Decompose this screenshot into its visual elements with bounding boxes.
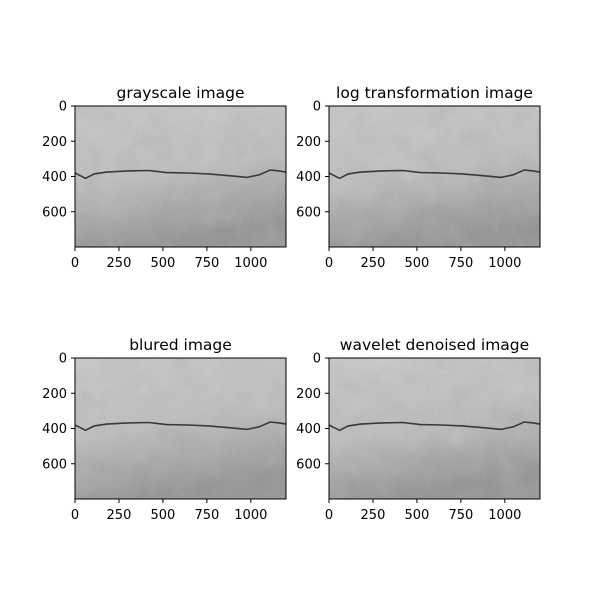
x-tick-label: 250 bbox=[107, 256, 132, 271]
x-tick-label: 1000 bbox=[234, 256, 267, 271]
y-tick-label: 400 bbox=[296, 170, 321, 185]
image-area bbox=[74, 358, 287, 499]
x-tick-label: 750 bbox=[194, 256, 219, 271]
y-tick-label: 600 bbox=[296, 205, 321, 220]
subplot-grayscale-image: grayscale image 0 250 500 750 1000 0 200 400 600 bbox=[42, 84, 287, 271]
y-tick-label: 0 bbox=[313, 100, 321, 115]
y-tick-label: 0 bbox=[59, 352, 67, 367]
y-tick-label: 400 bbox=[296, 422, 321, 437]
image-area bbox=[328, 106, 541, 247]
x-tick-label: 250 bbox=[361, 508, 386, 523]
y-tick-label: 600 bbox=[42, 205, 67, 220]
crack-line bbox=[74, 421, 287, 432]
x-tick-label: 500 bbox=[405, 508, 430, 523]
subplot-title: blured image bbox=[129, 336, 232, 354]
y-tick-label: 200 bbox=[296, 387, 321, 402]
x-tick-label: 0 bbox=[325, 256, 333, 271]
crack-line bbox=[328, 169, 541, 180]
subplot-title: log transformation image bbox=[336, 84, 533, 102]
y-tick-label: 200 bbox=[296, 135, 321, 150]
x-tick-label: 500 bbox=[151, 256, 176, 271]
y-tick-label: 200 bbox=[42, 387, 67, 402]
x-tick-label: 250 bbox=[361, 256, 386, 271]
y-tick-label: 0 bbox=[59, 100, 67, 115]
subplot-wavelet-denoised-image: wavelet denoised image 0 250 500 750 1000 0 20… bbox=[296, 336, 541, 523]
x-tick-label: 750 bbox=[448, 508, 473, 523]
x-tick-label: 0 bbox=[71, 508, 79, 523]
x-tick-label: 1000 bbox=[488, 508, 521, 523]
y-tick-label: 600 bbox=[296, 457, 321, 472]
subplot-blured-image: blured image 0 250 500 750 1000 0 200 400 600 bbox=[42, 336, 287, 523]
x-tick-label: 750 bbox=[448, 256, 473, 271]
x-tick-label: 500 bbox=[405, 256, 430, 271]
x-tick-label: 0 bbox=[325, 508, 333, 523]
y-tick-label: 600 bbox=[42, 457, 67, 472]
x-tick-label: 1000 bbox=[488, 256, 521, 271]
y-tick-label: 400 bbox=[42, 422, 67, 437]
x-tick-label: 750 bbox=[194, 508, 219, 523]
subplot-title: wavelet denoised image bbox=[340, 336, 529, 354]
x-tick-label: 0 bbox=[71, 256, 79, 271]
x-tick-label: 1000 bbox=[234, 508, 267, 523]
y-tick-label: 0 bbox=[313, 352, 321, 367]
subplot-title: grayscale image bbox=[116, 84, 244, 102]
image-area bbox=[74, 106, 287, 247]
crack-line bbox=[74, 169, 287, 180]
x-tick-label: 500 bbox=[151, 508, 176, 523]
subplot-log-transformation-image: log transformation image 0 250 500 750 1000 0… bbox=[296, 84, 541, 271]
y-tick-label: 400 bbox=[42, 170, 67, 185]
image-area bbox=[328, 358, 541, 499]
y-tick-label: 200 bbox=[42, 135, 67, 150]
x-tick-label: 250 bbox=[107, 508, 132, 523]
crack-line bbox=[328, 421, 541, 432]
